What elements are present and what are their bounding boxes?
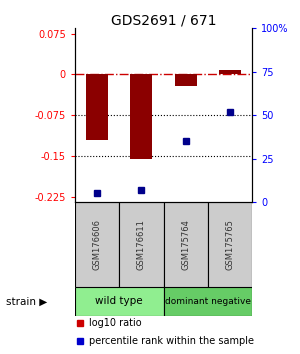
Text: strain ▶: strain ▶ xyxy=(6,296,47,306)
Text: GSM176611: GSM176611 xyxy=(137,219,146,270)
Bar xyxy=(219,70,241,74)
Bar xyxy=(86,74,108,139)
Bar xyxy=(164,287,252,316)
Bar xyxy=(164,202,208,287)
Bar xyxy=(130,74,152,159)
Bar xyxy=(75,287,164,316)
Bar xyxy=(175,74,197,86)
Text: GSM175765: GSM175765 xyxy=(225,219,234,270)
Text: GSM175764: GSM175764 xyxy=(181,219,190,270)
Title: GDS2691 / 671: GDS2691 / 671 xyxy=(111,13,216,27)
Text: log10 ratio: log10 ratio xyxy=(89,318,142,329)
Text: percentile rank within the sample: percentile rank within the sample xyxy=(89,336,254,346)
Text: GSM176606: GSM176606 xyxy=(93,219,102,270)
Text: wild type: wild type xyxy=(95,296,143,306)
Bar xyxy=(208,202,252,287)
Bar xyxy=(119,202,164,287)
Bar xyxy=(75,202,119,287)
Text: dominant negative: dominant negative xyxy=(165,297,251,306)
